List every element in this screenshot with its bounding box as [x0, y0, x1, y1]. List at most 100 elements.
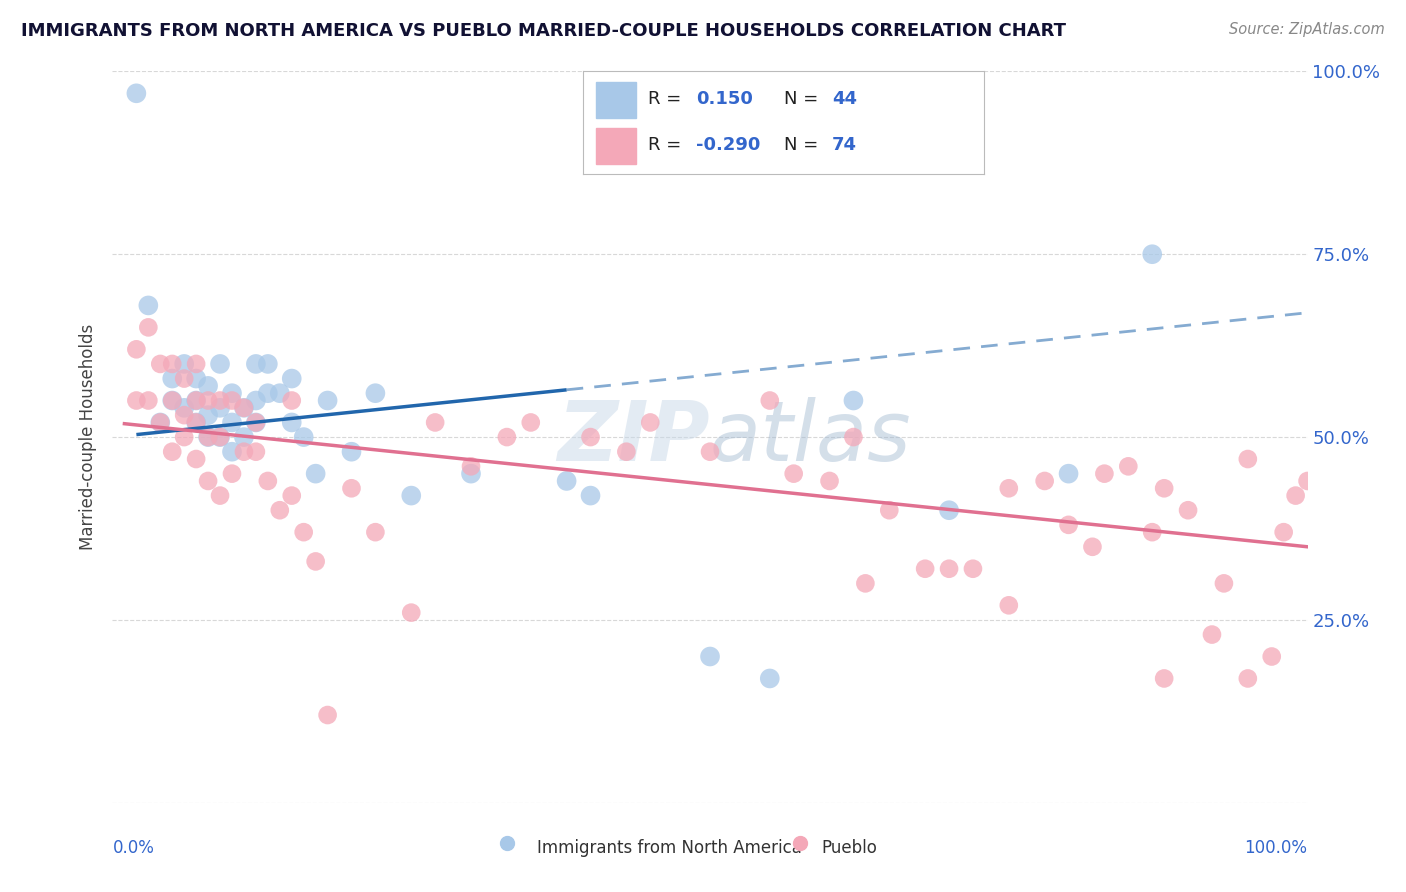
- Point: [209, 401, 232, 415]
- Text: 0.0%: 0.0%: [112, 839, 155, 857]
- Point: [186, 416, 208, 430]
- Point: [281, 416, 304, 430]
- Text: 74: 74: [832, 136, 856, 154]
- Point: [162, 357, 183, 371]
- Point: [1094, 467, 1116, 481]
- Point: [233, 430, 256, 444]
- Point: [305, 467, 328, 481]
- Point: [149, 416, 172, 430]
- Point: [245, 416, 267, 430]
- Point: [1057, 467, 1080, 481]
- Point: [233, 401, 256, 415]
- Point: [401, 489, 423, 503]
- Point: [209, 430, 232, 444]
- Text: R =: R =: [648, 90, 686, 108]
- Point: [425, 416, 447, 430]
- Point: [1177, 503, 1199, 517]
- Point: [292, 430, 315, 444]
- Point: [257, 386, 280, 401]
- Point: [281, 393, 304, 408]
- Text: ZIP: ZIP: [557, 397, 710, 477]
- Point: [197, 379, 219, 393]
- Point: [173, 408, 195, 422]
- Point: [138, 393, 160, 408]
- Bar: [596, 81, 636, 118]
- Point: [138, 320, 160, 334]
- Point: [340, 481, 363, 495]
- Point: [269, 503, 291, 517]
- Point: [209, 489, 232, 503]
- Point: [401, 606, 423, 620]
- Point: [186, 393, 208, 408]
- Point: [316, 708, 339, 723]
- Point: [1057, 517, 1080, 532]
- Text: Source: ZipAtlas.com: Source: ZipAtlas.com: [1229, 22, 1385, 37]
- Point: [221, 393, 243, 408]
- Point: [281, 489, 304, 503]
- Point: [209, 357, 232, 371]
- Point: [125, 343, 148, 357]
- Point: [221, 386, 243, 401]
- Point: [245, 393, 267, 408]
- Point: [173, 371, 195, 385]
- Text: N =: N =: [785, 136, 824, 154]
- Point: [245, 357, 267, 371]
- Point: [340, 444, 363, 458]
- Point: [579, 489, 602, 503]
- Point: [842, 430, 865, 444]
- Point: [292, 525, 315, 540]
- Point: [818, 474, 841, 488]
- Point: [1261, 649, 1284, 664]
- Point: [233, 401, 256, 415]
- Point: [555, 474, 578, 488]
- Point: [1142, 525, 1164, 540]
- Point: [496, 430, 519, 444]
- Point: [149, 357, 172, 371]
- Point: [149, 416, 172, 430]
- Point: [1033, 474, 1056, 488]
- Point: [1153, 672, 1175, 686]
- Point: [257, 357, 280, 371]
- Point: [1285, 489, 1308, 503]
- Point: [162, 393, 183, 408]
- Point: [962, 562, 984, 576]
- Point: [197, 430, 219, 444]
- Y-axis label: Married-couple Households: Married-couple Households: [79, 324, 97, 550]
- Point: [914, 562, 936, 576]
- Point: [1118, 459, 1140, 474]
- Point: [616, 444, 638, 458]
- Point: [125, 393, 148, 408]
- Point: [1237, 452, 1260, 467]
- Point: [173, 401, 195, 415]
- Text: Immigrants from North America: Immigrants from North America: [537, 839, 801, 857]
- Point: [579, 430, 602, 444]
- Point: [162, 371, 183, 385]
- Point: [305, 554, 328, 568]
- Point: [209, 393, 232, 408]
- Point: [782, 467, 804, 481]
- Text: Pueblo: Pueblo: [821, 839, 877, 857]
- Point: [1081, 540, 1104, 554]
- Point: [186, 416, 208, 430]
- Point: [699, 649, 721, 664]
- Point: [281, 371, 304, 385]
- Point: [257, 474, 280, 488]
- Point: [759, 672, 782, 686]
- Point: [233, 444, 256, 458]
- Point: [162, 393, 183, 408]
- Point: [460, 459, 482, 474]
- Text: R =: R =: [648, 136, 686, 154]
- Point: [364, 386, 387, 401]
- Point: [879, 503, 901, 517]
- Text: IMMIGRANTS FROM NORTH AMERICA VS PUEBLO MARRIED-COUPLE HOUSEHOLDS CORRELATION CH: IMMIGRANTS FROM NORTH AMERICA VS PUEBLO …: [21, 22, 1066, 40]
- Point: [1272, 525, 1295, 540]
- Point: [1201, 627, 1223, 641]
- Point: [197, 430, 219, 444]
- Point: [998, 599, 1021, 613]
- Point: [842, 393, 865, 408]
- Point: [496, 836, 519, 850]
- Text: -0.290: -0.290: [696, 136, 761, 154]
- Point: [245, 444, 267, 458]
- Point: [186, 393, 208, 408]
- Point: [209, 430, 232, 444]
